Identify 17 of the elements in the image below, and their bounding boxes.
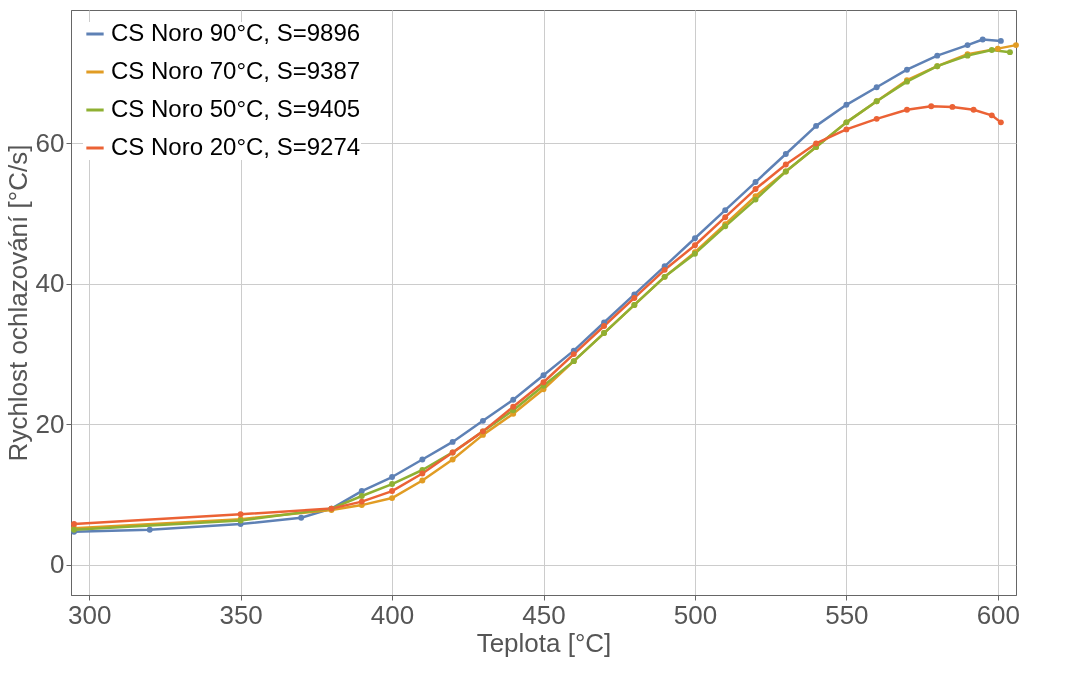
x-tick-label: 600: [976, 599, 1021, 630]
y-tick-label: 20: [35, 408, 65, 439]
x-tick-label: 350: [219, 599, 263, 630]
y-tick-label: 60: [35, 127, 65, 158]
legend-label: CS Noro 90°C, S=9896: [111, 19, 361, 46]
x-tick-label: 300: [67, 599, 112, 630]
y-tick-label: 40: [35, 268, 65, 299]
legend-label: CS Noro 70°C, S=9387: [111, 57, 361, 84]
x-tick-label: 550: [825, 599, 869, 630]
y-tick-label: 0: [50, 549, 65, 580]
x-tick-label: 400: [370, 599, 415, 630]
x-tick-label: 450: [522, 599, 566, 630]
legend-label: CS Noro 50°C, S=9405: [111, 95, 361, 122]
x-tick-label: 500: [673, 599, 718, 630]
x-axis-title: Teplota [°C]: [476, 627, 612, 658]
legend-label: CS Noro 20°C, S=9274: [111, 133, 361, 160]
y-axis-title: Rychlost ochlazování [°C/s]: [2, 144, 33, 462]
